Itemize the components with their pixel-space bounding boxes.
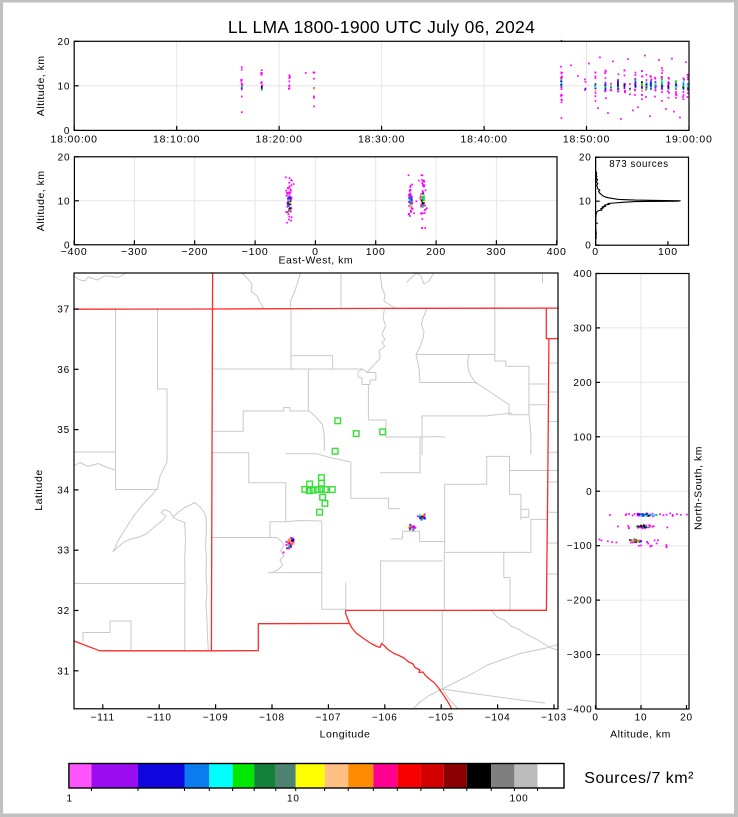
svg-text:Altitude, km: Altitude, km bbox=[35, 170, 47, 231]
svg-text:33: 33 bbox=[57, 546, 70, 557]
svg-text:−200: −200 bbox=[181, 246, 208, 258]
svg-text:18:00:00: 18:00:00 bbox=[51, 134, 98, 146]
svg-text:10: 10 bbox=[579, 197, 592, 208]
svg-text:0: 0 bbox=[64, 240, 70, 251]
svg-text:19:00:00: 19:00:00 bbox=[665, 134, 712, 146]
svg-text:100: 100 bbox=[366, 246, 386, 258]
svg-text:−103: −103 bbox=[541, 713, 567, 724]
svg-text:Longitude: Longitude bbox=[320, 729, 371, 741]
svg-text:Altitude, km: Altitude, km bbox=[35, 55, 47, 116]
svg-text:873 sources: 873 sources bbox=[609, 159, 668, 170]
svg-text:−105: −105 bbox=[428, 713, 454, 724]
svg-text:−100: −100 bbox=[242, 246, 269, 258]
svg-text:18:40:00: 18:40:00 bbox=[460, 134, 507, 146]
svg-text:35: 35 bbox=[57, 425, 70, 436]
svg-text:−200: −200 bbox=[567, 596, 593, 607]
svg-text:200: 200 bbox=[426, 246, 446, 258]
svg-text:100: 100 bbox=[573, 432, 592, 443]
svg-text:Sources/7 km²: Sources/7 km² bbox=[584, 770, 694, 787]
svg-text:−300: −300 bbox=[121, 246, 148, 258]
svg-text:−400: −400 bbox=[567, 705, 593, 716]
svg-text:34: 34 bbox=[57, 485, 70, 496]
svg-text:400: 400 bbox=[573, 269, 592, 280]
svg-text:0: 0 bbox=[585, 241, 591, 252]
svg-text:18:10:00: 18:10:00 bbox=[153, 134, 200, 146]
svg-text:0: 0 bbox=[312, 246, 319, 258]
svg-text:31: 31 bbox=[57, 666, 70, 677]
svg-text:400: 400 bbox=[547, 246, 567, 258]
svg-text:−109: −109 bbox=[203, 713, 229, 724]
svg-text:Latitude: Latitude bbox=[33, 469, 45, 510]
svg-text:LL LMA 1800-1900 UTC July 06,: LL LMA 1800-1900 UTC July 06, 2024 bbox=[228, 17, 535, 37]
svg-text:−106: −106 bbox=[372, 713, 398, 724]
svg-text:North-South, km: North-South, km bbox=[693, 446, 705, 530]
svg-text:32: 32 bbox=[57, 606, 70, 617]
svg-text:20: 20 bbox=[57, 37, 70, 48]
svg-text:300: 300 bbox=[573, 323, 592, 334]
svg-text:18:30:00: 18:30:00 bbox=[358, 134, 405, 146]
svg-text:−100: −100 bbox=[567, 541, 593, 552]
svg-text:−300: −300 bbox=[567, 650, 593, 661]
svg-text:0: 0 bbox=[592, 713, 598, 724]
svg-text:10: 10 bbox=[57, 81, 70, 92]
svg-text:18:50:00: 18:50:00 bbox=[563, 134, 610, 146]
svg-text:−108: −108 bbox=[259, 713, 285, 724]
svg-text:10: 10 bbox=[287, 794, 300, 805]
svg-text:10: 10 bbox=[58, 196, 71, 207]
svg-text:36: 36 bbox=[57, 365, 70, 376]
svg-text:100: 100 bbox=[509, 794, 528, 805]
svg-text:300: 300 bbox=[486, 246, 506, 258]
svg-text:37: 37 bbox=[57, 305, 70, 316]
svg-text:18:20:00: 18:20:00 bbox=[255, 134, 302, 146]
svg-text:20: 20 bbox=[579, 153, 592, 164]
svg-text:20: 20 bbox=[680, 713, 693, 724]
svg-text:20: 20 bbox=[58, 152, 71, 163]
svg-text:−107: −107 bbox=[316, 713, 342, 724]
svg-text:−111: −111 bbox=[91, 713, 115, 724]
svg-text:East-West, km: East-West, km bbox=[279, 255, 354, 267]
svg-text:0: 0 bbox=[592, 246, 599, 258]
svg-text:−110: −110 bbox=[147, 713, 172, 724]
svg-text:200: 200 bbox=[573, 378, 592, 389]
svg-text:1: 1 bbox=[67, 794, 73, 805]
svg-text:−400: −400 bbox=[61, 246, 88, 258]
svg-text:−104: −104 bbox=[485, 713, 511, 724]
svg-text:Altitude, km: Altitude, km bbox=[610, 729, 671, 741]
svg-text:100: 100 bbox=[658, 246, 678, 258]
svg-text:0: 0 bbox=[64, 126, 70, 137]
svg-text:0: 0 bbox=[586, 487, 592, 498]
svg-text:10: 10 bbox=[635, 713, 648, 724]
